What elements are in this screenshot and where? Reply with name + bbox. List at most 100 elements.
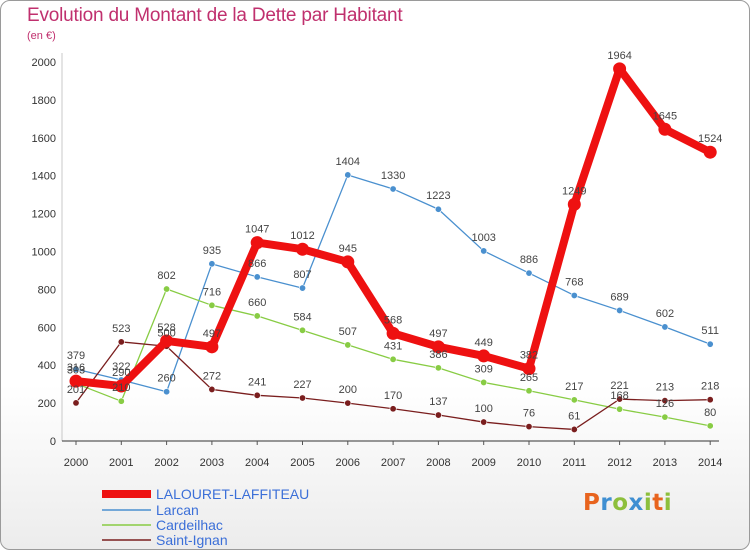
data-label: 511 [701,325,719,337]
x-tick-label: 2011 [562,457,586,469]
data-point [661,397,669,405]
x-tick-label: 2002 [154,457,178,469]
data-label: 170 [384,390,402,402]
data-point [298,326,306,334]
data-label: 201 [67,384,85,396]
chart-title: Evolution du Montant de la Dette par Hab… [27,5,403,26]
x-tick-label: 2001 [109,457,133,469]
data-label: 507 [339,326,357,338]
legend-label: Larcan [156,502,199,518]
legend-label: Saint-Ignan [156,532,228,548]
data-label: 1330 [381,170,405,182]
data-label: 807 [293,269,311,281]
data-label: 886 [520,254,538,266]
data-point [163,388,171,396]
data-point [69,374,83,388]
data-label: 316 [67,362,85,374]
data-label: 303 [67,365,85,377]
data-label: 168 [610,390,628,402]
y-tick-label: 2000 [32,57,56,69]
data-label: 660 [248,297,266,309]
data-label: 265 [520,372,538,384]
y-tick-label: 600 [38,322,56,334]
data-label: 386 [429,349,447,361]
logo-letter: x [628,490,644,516]
data-point [117,338,125,346]
x-tick-label: 2009 [471,457,495,469]
data-label: 213 [656,382,674,394]
data-point [661,323,669,331]
data-label: 866 [248,258,266,270]
data-point [205,340,219,354]
x-tick-label: 2004 [245,457,269,469]
data-point [431,340,445,354]
data-point [72,399,80,407]
data-label: 935 [203,245,221,257]
chart-unit-label: (en €) [27,30,56,42]
data-label: 1012 [290,230,314,242]
proxiti-logo: Proxiti [583,490,672,516]
data-point [298,284,306,292]
logo-letter: i [663,490,673,516]
data-label: 1524 [698,133,722,145]
data-label: 290 [112,367,130,379]
y-tick-label: 1000 [32,247,56,259]
data-point [613,62,627,76]
data-label: 80 [704,407,716,419]
data-point [208,385,216,393]
data-point [480,247,488,255]
legend-label: LALOURET-LAFFITEAU [156,486,309,502]
data-point [525,387,533,395]
data-point [434,411,442,419]
logo-letter: P [583,490,601,516]
logo-letter: r [600,490,613,516]
y-tick-label: 1800 [32,95,56,107]
logo-letter: i [643,490,653,516]
data-point [570,396,578,404]
data-label: 568 [384,314,402,326]
data-label: 1223 [426,190,450,202]
x-tick-label: 2008 [426,457,450,469]
data-point [480,418,488,426]
x-tick-label: 2014 [698,457,722,469]
y-tick-label: 1400 [32,171,56,183]
y-tick-label: 800 [38,284,56,296]
legend-label: Cardeilhac [156,517,223,533]
data-point [661,413,669,421]
data-point [117,397,125,405]
data-point [250,236,264,250]
data-label: 100 [475,403,493,415]
y-tick-label: 200 [38,398,56,410]
data-label: 497 [203,328,221,340]
x-tick-label: 2010 [517,457,541,469]
data-label: 210 [112,382,130,394]
data-label: 1047 [245,224,269,236]
data-point [616,395,624,403]
data-point [567,197,581,211]
data-point [253,391,261,399]
x-tick-label: 2005 [290,457,314,469]
data-point [706,396,714,404]
data-label: 523 [112,323,130,335]
data-point [253,273,261,281]
logo-letter: t [652,490,664,516]
x-tick-label: 2012 [607,457,631,469]
data-point [389,405,397,413]
data-label: 528 [157,322,175,334]
data-label: 500 [157,327,175,339]
data-label: 584 [293,311,311,323]
data-point [434,205,442,213]
data-label: 382 [520,350,538,362]
data-label: 218 [701,381,719,393]
series-lalouret-laffiteau [69,62,717,393]
data-label: 716 [203,286,221,298]
data-label: 76 [523,408,535,420]
data-point [344,341,352,349]
data-point [72,365,80,373]
data-point [114,379,128,393]
data-point [525,423,533,431]
data-label: 221 [610,380,628,392]
series-cardeilhac [72,285,714,430]
